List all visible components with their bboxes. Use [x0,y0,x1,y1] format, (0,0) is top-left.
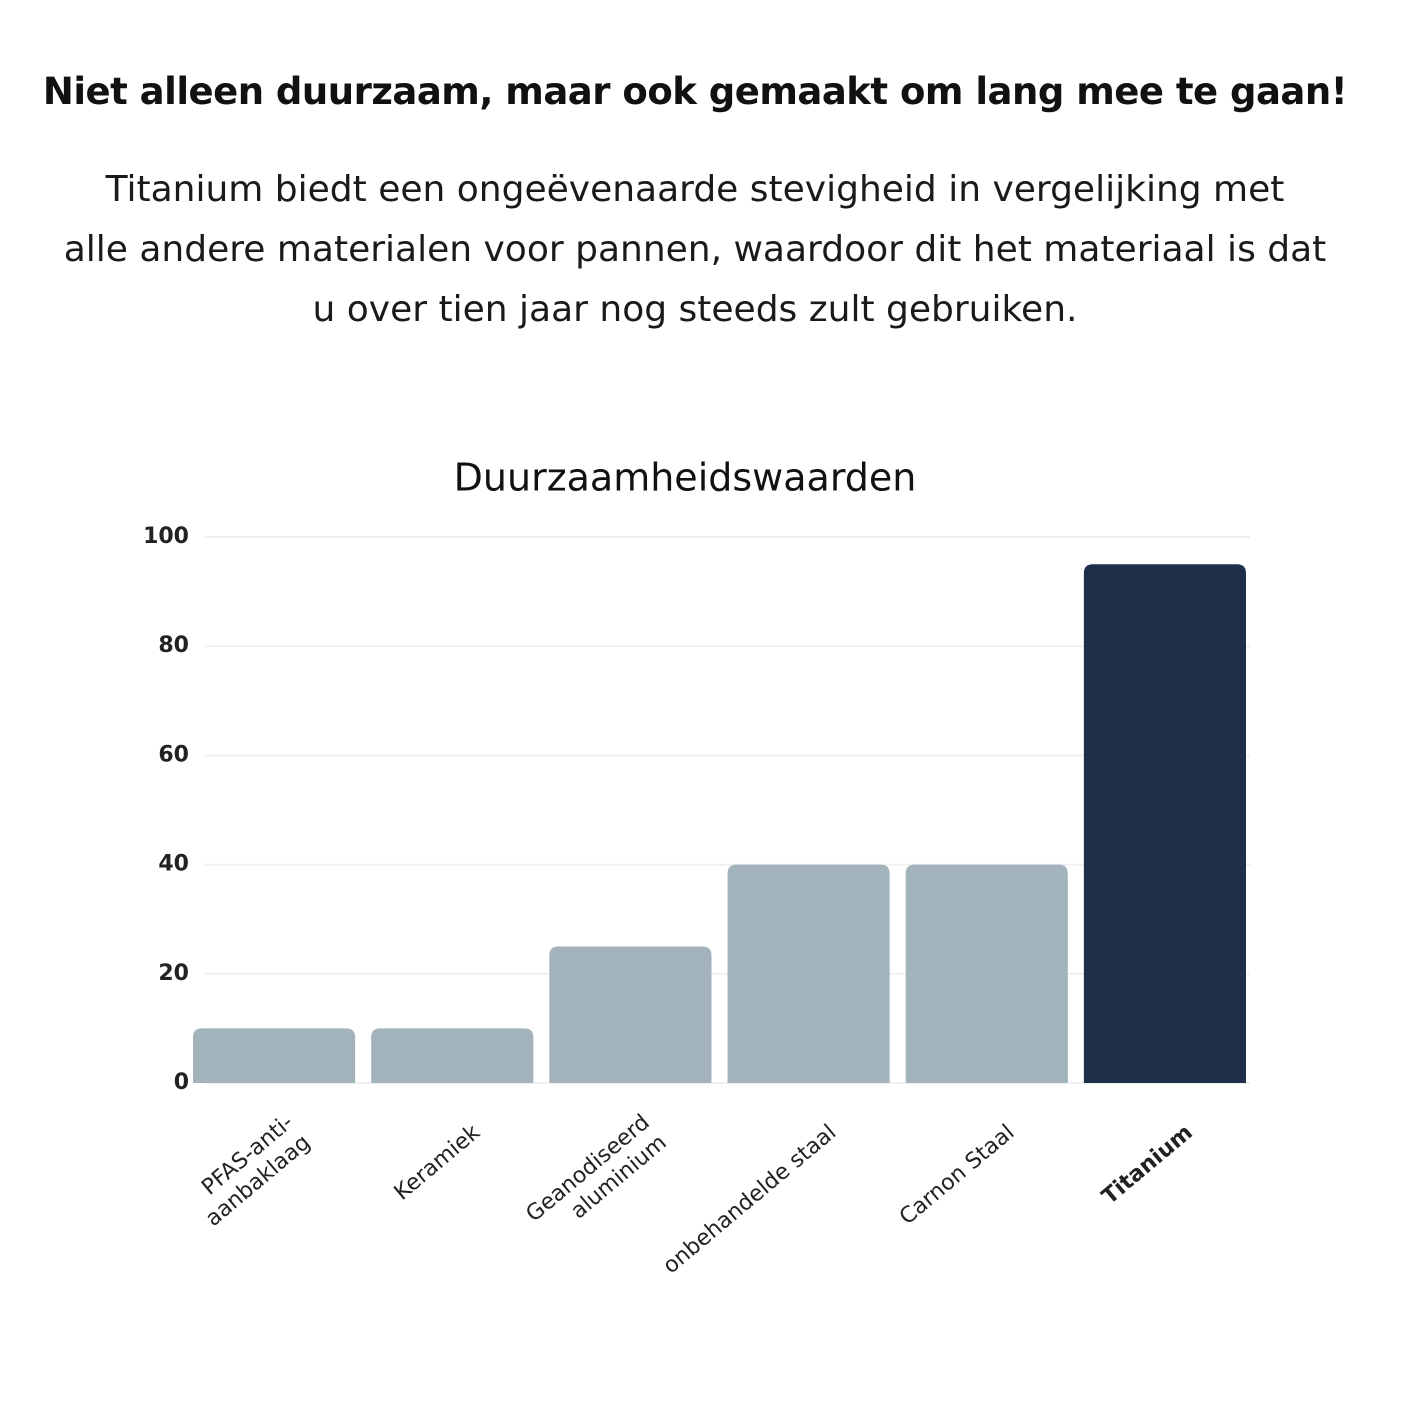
bar [727,864,890,1083]
paragraph-line: u over tien jaar nog steeds zult gebruik… [312,289,1078,330]
x-tick-label: Titanium [1098,1120,1198,1210]
paragraph-line: alle andere materialen voor pannen, waar… [63,229,1327,270]
paragraph-line: Titanium biedt een ongeëvenaarde stevigh… [105,169,1285,210]
paragraph: Titanium biedt een ongeëvenaarde stevigh… [0,160,1390,340]
x-tick-label: PFAS-anti-aanbaklaag [184,1110,315,1232]
x-tick-label: onbehandelde staal [659,1120,842,1279]
y-tick-label: 20 [158,961,189,986]
x-tick-label: Keramiek [390,1120,485,1206]
bar [549,946,712,1083]
y-tick-label: 60 [158,742,189,767]
x-tick-label: Carnon Staal [895,1120,1019,1230]
heading: Niet alleen duurzaam, maar ook gemaakt o… [42,70,1348,113]
y-tick-label: 100 [143,524,189,549]
bar [193,1028,356,1083]
y-tick-label: 80 [158,633,189,658]
bar [1083,564,1246,1083]
bar [905,864,1068,1083]
y-tick-label: 0 [174,1070,189,1095]
bar [371,1028,534,1083]
x-tick-label: Geanodiseerdaluminium [522,1110,672,1248]
chart-title: Duurzaamheidswaarden [454,456,917,500]
y-tick-label: 40 [158,852,189,877]
